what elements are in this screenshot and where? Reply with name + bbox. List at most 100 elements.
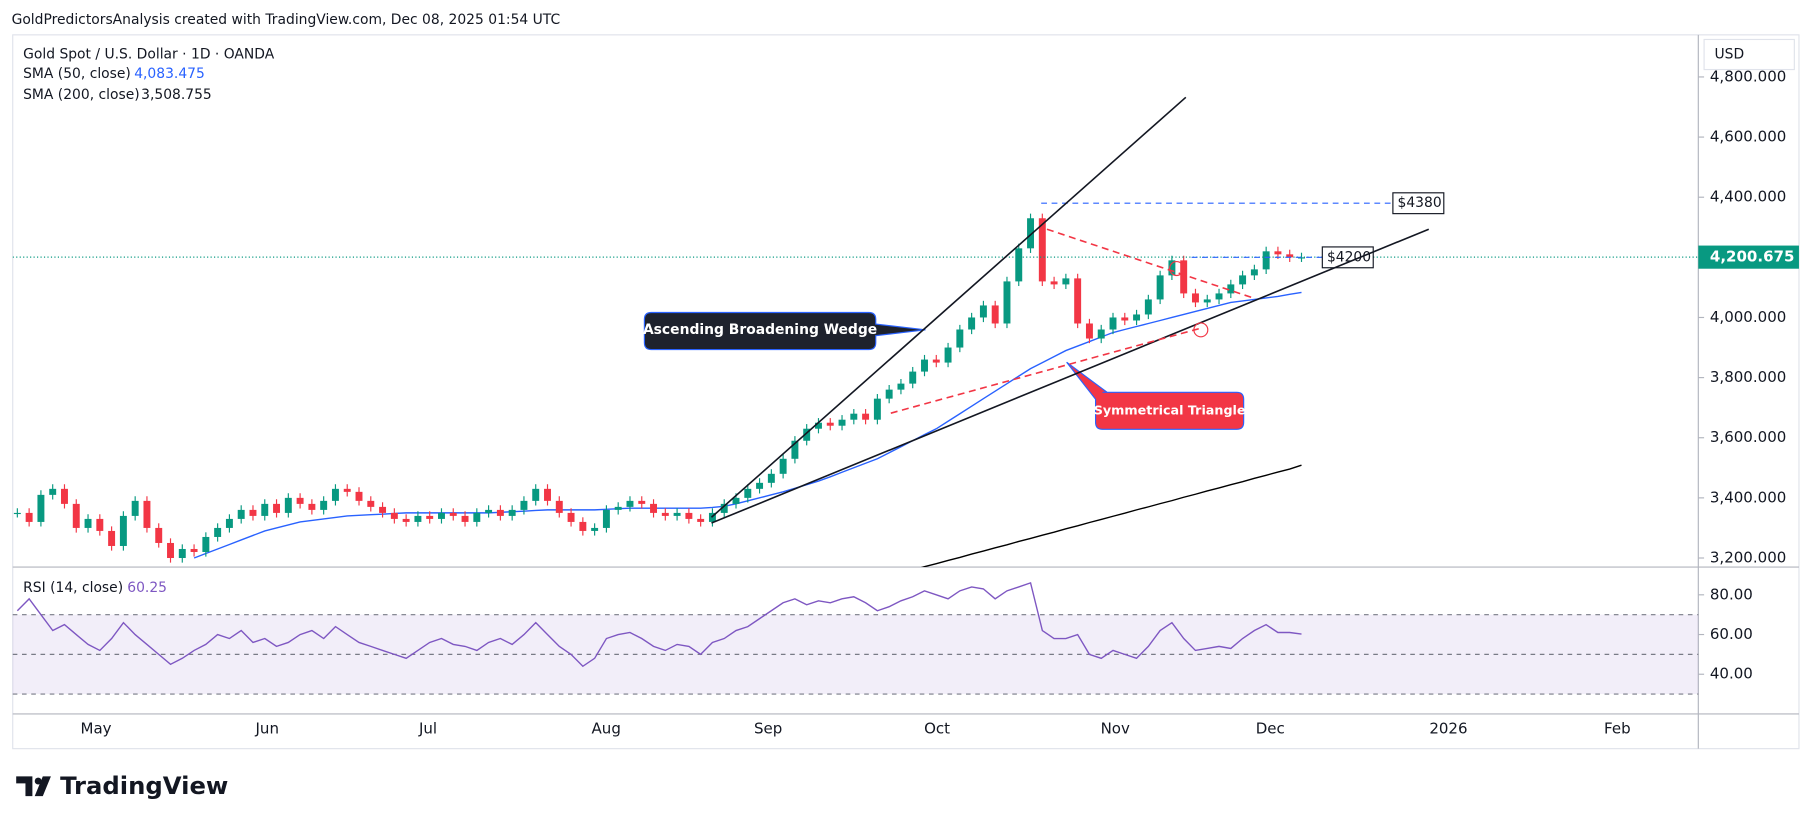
last-price-tag [1698, 245, 1799, 269]
candle [343, 488, 351, 492]
level-tag [1321, 246, 1374, 269]
candle [49, 488, 57, 495]
candle [190, 548, 198, 552]
candle [1015, 248, 1023, 282]
candle [461, 515, 469, 522]
triangle-callout [1066, 361, 1245, 430]
candle [661, 512, 669, 516]
candle [909, 371, 917, 384]
rsi-tick-label: 60.00 [1710, 625, 1753, 643]
currency-box[interactable] [1703, 38, 1795, 71]
brand-logo [16, 776, 51, 797]
candle [331, 488, 339, 501]
candle [850, 413, 858, 420]
candle [72, 503, 80, 528]
time-label: Nov [1101, 719, 1130, 737]
candle [1085, 323, 1093, 339]
candle [1168, 260, 1176, 276]
candle [932, 359, 940, 363]
candle [1097, 329, 1105, 339]
candle [320, 500, 328, 510]
candle [390, 512, 398, 519]
candle [379, 506, 387, 513]
symbol: Gold Spot / U.S. Dollar · 1D · OANDA [23, 47, 275, 63]
triangle-lower [890, 326, 1204, 414]
y-tick-label: 3,600.000 [1710, 428, 1786, 446]
candle [119, 515, 127, 546]
candle [249, 509, 257, 516]
candle [744, 488, 752, 498]
candle [202, 536, 210, 552]
candle [756, 482, 764, 489]
rsi-tick-label: 40.00 [1710, 665, 1753, 683]
sma50-value: 4,083.475 [134, 66, 205, 82]
candle [273, 503, 281, 513]
candle [131, 500, 139, 516]
y-tick-label: 4,000.000 [1710, 308, 1786, 326]
candle [685, 512, 693, 519]
candle [1262, 251, 1270, 270]
triangle-upper [1046, 228, 1256, 300]
candle [1133, 314, 1141, 321]
drawings [710, 96, 1430, 524]
candle [921, 359, 928, 372]
candle [438, 512, 445, 519]
candle [84, 518, 92, 528]
annotation: Ascending Broadening Wedge [643, 322, 877, 338]
candle [944, 347, 952, 363]
candle [485, 509, 493, 513]
level-label: $4380 [1398, 195, 1442, 211]
candle [968, 317, 976, 330]
candle [167, 542, 174, 559]
candle [237, 509, 245, 519]
candle [414, 515, 422, 522]
candle [1038, 218, 1046, 282]
candle [1191, 293, 1199, 303]
y-tick-label: 3,400.000 [1710, 488, 1786, 506]
y-tick-label: 4,600.000 [1710, 128, 1786, 146]
candle [1286, 254, 1294, 258]
candle [638, 500, 646, 504]
time-label: Aug [592, 719, 621, 737]
candle [614, 506, 622, 510]
candle [1121, 317, 1129, 321]
time-label: Jun [255, 719, 279, 737]
candle [61, 488, 68, 504]
candle [720, 503, 728, 513]
candle [862, 413, 870, 420]
time-label: Jul [418, 719, 437, 737]
time-label: Sep [754, 719, 782, 737]
price-pane [12, 213, 1699, 568]
candle [225, 518, 233, 528]
sma200-legend: SMA (200, close) [23, 87, 140, 103]
candle [25, 512, 33, 522]
candle [296, 497, 304, 504]
wedge-lower [711, 228, 1430, 524]
candle [697, 518, 705, 522]
rsi-tick-label: 80.00 [1710, 585, 1753, 603]
candle [1144, 299, 1152, 315]
candle [402, 518, 410, 522]
candle [779, 458, 787, 474]
candle [1274, 251, 1282, 255]
candle [426, 515, 434, 519]
candle [496, 509, 504, 516]
candle [1109, 317, 1117, 330]
candle [1062, 278, 1070, 285]
candle [1180, 260, 1188, 294]
candle [991, 305, 999, 324]
candle [1250, 269, 1258, 276]
candle [355, 491, 363, 501]
candle [873, 398, 881, 420]
candle [178, 548, 186, 559]
candle [261, 503, 269, 516]
candle [956, 329, 964, 348]
candle [508, 509, 516, 516]
candle [449, 512, 457, 516]
candle [1027, 218, 1035, 249]
sma50-legend: SMA (50, close) [23, 66, 131, 82]
candle [532, 488, 540, 501]
pivot-circle [1169, 261, 1185, 277]
level-tag [1392, 192, 1445, 215]
